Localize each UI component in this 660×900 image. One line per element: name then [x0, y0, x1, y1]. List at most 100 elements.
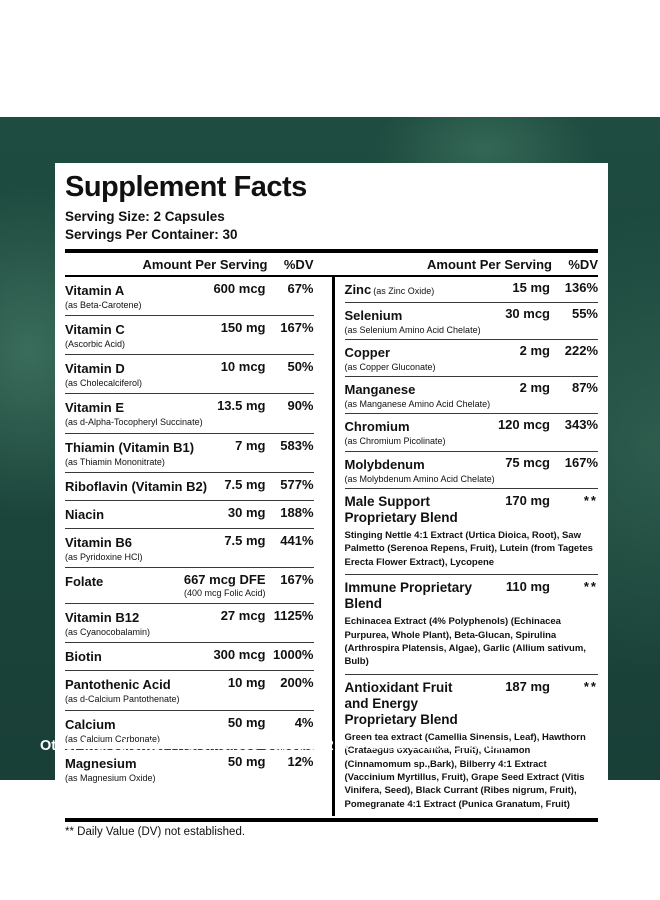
nutrient-name: Riboflavin (Vitamin B2) — [65, 478, 208, 494]
nutrient-dv: 577% — [280, 476, 314, 492]
nutrient-name: Vitamin B6 — [65, 534, 132, 550]
nutrient-amount: 2 mg — [519, 380, 550, 396]
nutrient-amount: 13.5 mg — [217, 398, 266, 414]
nutrient-dv: 136% — [564, 279, 598, 295]
nutrient-name: Chromium — [344, 419, 410, 435]
nutrient-name: Vitamin E — [65, 400, 125, 416]
blend-ingredients: Echinacea Extract (4% Polyphenols) (Echi… — [344, 616, 586, 668]
nutrient-amount: 600 mcg — [213, 280, 266, 296]
blend-immune: Immune Proprietary Blend 110 mg ** Echin… — [344, 575, 598, 675]
blend-antioxidant: Antioxidant Fruit and Energy Proprietary… — [345, 675, 599, 816]
nutrient-row-riboflavin: Riboflavin (Vitamin B2) 7.5 mg 577% — [65, 473, 314, 501]
nutrient-dv: 90% — [287, 398, 314, 414]
nutrient-source: (as Manganese Amino Acid Chelate) — [344, 399, 491, 410]
nutrient-amount: 50 mg — [227, 714, 266, 730]
nutrient-name: Molybdenum — [344, 456, 425, 472]
nutrient-row-zinc: Zinc (as Zinc Oxide) 15 mg 136% — [344, 277, 598, 303]
nutrient-name: Thiamin (Vitamin B1) — [65, 439, 195, 455]
nutrient-dv: 4% — [294, 714, 314, 730]
nutrient-name: Manganese — [344, 382, 416, 398]
nutrient-name: Calcium — [65, 716, 116, 732]
nutrient-dv: 50% — [287, 359, 314, 375]
left-column: Vitamin A (as Beta-Carotene) 600 mcg 67% … — [65, 277, 332, 816]
blend-dv: ** — [583, 678, 598, 694]
nutrient-source: (Ascorbic Acid) — [65, 338, 126, 349]
other-ingredients-text: Hypromellose Capsule, Rice Flour, L-Leuc… — [165, 738, 508, 754]
nutrient-dv: 12% — [287, 753, 314, 769]
nutrient-row-pantothenic-acid: Pantothenic Acid (as d-Calcium Pantothena… — [65, 671, 314, 711]
nutrient-amount: 667 mcg DFE — [183, 572, 266, 588]
servings-per-container: Servings Per Container: 30 — [65, 226, 238, 242]
blend-dv: ** — [583, 492, 598, 508]
nutrient-source: (as Chromium Picolinate) — [344, 436, 446, 447]
nutrient-amount: 7.5 mg — [224, 532, 266, 548]
dv-footnote: ** Daily Value (DV) not established. — [65, 817, 598, 840]
blend-amount: 170 mg — [505, 492, 550, 508]
nutrient-amount: 15 mg — [512, 279, 550, 295]
nutrient-row-selenium: Selenium (as Selenium Amino Acid Chelate)… — [344, 303, 598, 340]
nutrient-name: Magnesium — [65, 755, 137, 771]
nutrient-source: (as Cholecalciferol) — [65, 378, 143, 389]
nutrient-row-chromium: Chromium (as Chromium Picolinate) 120 mcg… — [344, 414, 598, 452]
blend-amount: 187 mg — [505, 678, 550, 694]
nutrient-row-magnesium: Magnesium (as Magnesium Oxide) 50 mg 12% — [65, 750, 314, 788]
nutrient-source: (as Thiamin Mononitrate) — [65, 456, 165, 467]
nutrient-source: (as Calcium Carbonate) — [65, 733, 161, 744]
nutrient-amount: 300 mcg — [213, 647, 266, 663]
nutrient-row-vitamin-a: Vitamin A (as Beta-Carotene) 600 mcg 67% — [65, 277, 314, 316]
nutrient-source: (as d-Alpha-Tocopheryl Succinate) — [65, 417, 203, 428]
nutrient-source: (as Magnesium Oxide) — [65, 772, 156, 783]
nutrient-row-copper: Copper (as Copper Gluconate) 2 mg 222% — [344, 340, 598, 378]
left-column-header: Amount Per Serving %DV — [65, 257, 332, 272]
nutrient-dv: 167% — [280, 572, 314, 588]
dv-header: %DV — [568, 256, 598, 272]
nutrient-row-biotin: Biotin 300 mcg 1000% — [65, 643, 314, 672]
serving-size: Serving Size: 2 Capsules — [65, 209, 225, 225]
nutrient-dv: 55% — [571, 305, 598, 321]
nutrient-row-vitamin-c: Vitamin C (Ascorbic Acid) 150 mg 167% — [65, 316, 314, 356]
nutrient-dv: 167% — [280, 319, 314, 335]
nutrient-row-folate: Folate 667 mcg DFE (400 mcg Folic Acid) 1… — [65, 568, 314, 605]
nutrient-source: (as Beta-Carotene) — [65, 299, 142, 310]
nutrient-amount: 7.5 mg — [224, 476, 266, 492]
blend-dv: ** — [583, 579, 598, 595]
nutrient-name: Biotin — [65, 649, 102, 665]
nutrient-source: (as Zinc Oxide) — [373, 285, 435, 296]
nutrient-dv: 1000% — [273, 647, 314, 663]
nutrient-amount: 30 mcg — [505, 305, 550, 321]
nutrient-source: (as Copper Gluconate) — [344, 361, 436, 372]
nutrient-source: (as Pyridoxine HCl) — [65, 551, 143, 562]
nutrient-row-vitamin-b12: Vitamin B12 (as Cyanocobalamin) 27 mcg 11… — [65, 604, 314, 644]
nutrient-amount: 10 mcg — [220, 359, 266, 375]
supplement-facts-panel: Supplement Facts Serving Size: 2 Capsule… — [55, 163, 608, 845]
blend-ingredients: Green tea extract (Camellia Sinensis, Le… — [344, 732, 586, 810]
nutrient-amount: 30 mg — [227, 504, 266, 520]
nutrient-dv: 200% — [280, 675, 314, 691]
nutrient-name: Selenium — [344, 307, 403, 323]
nutrient-name: Vitamin A — [65, 282, 125, 298]
nutrient-dv: 188% — [280, 504, 314, 520]
right-column: Zinc (as Zinc Oxide) 15 mg 136% Selenium(… — [331, 276, 599, 816]
nutrient-dv: 583% — [280, 437, 314, 453]
nutrient-dv: 343% — [564, 417, 598, 433]
nutrient-amount: 7 mg — [235, 437, 266, 453]
nutrient-source: (as d-Calcium Pantothenate) — [65, 694, 180, 705]
nutrient-name: Vitamin C — [65, 321, 125, 337]
nutrient-source: (as Selenium Amino Acid Chelate) — [344, 324, 481, 335]
amount-per-serving-header: Amount Per Serving — [142, 256, 268, 272]
nutrient-row-thiamin: Thiamin (Vitamin B1) (as Thiamin Mononitr… — [65, 434, 314, 473]
nutrient-row-calcium: Calcium (as Calcium Carbonate) 50 mg 4% — [65, 711, 314, 750]
blend-name: Antioxidant Fruit and Energy Proprietary… — [344, 679, 458, 727]
amount-per-serving-header: Amount Per Serving — [427, 256, 552, 272]
nutrient-row-molybdenum: Molybdenum (as Molybdenum Amino Acid Chel… — [344, 452, 598, 489]
nutrient-row-manganese: Manganese (as Manganese Amino Acid Chelat… — [344, 377, 598, 415]
panel-title: Supplement Facts — [65, 171, 307, 203]
nutrient-source: (as Cyanocobalamin) — [65, 627, 151, 638]
nutrient-dv: 222% — [564, 342, 598, 358]
nutrient-name: Zinc — [344, 281, 372, 297]
nutrient-name: Vitamin D — [65, 361, 125, 377]
nutrient-name: Copper — [344, 344, 391, 360]
nutrient-name: Pantothenic Acid — [65, 677, 171, 693]
nutrient-row-niacin: Niacin 30 mg 188% — [65, 501, 314, 529]
